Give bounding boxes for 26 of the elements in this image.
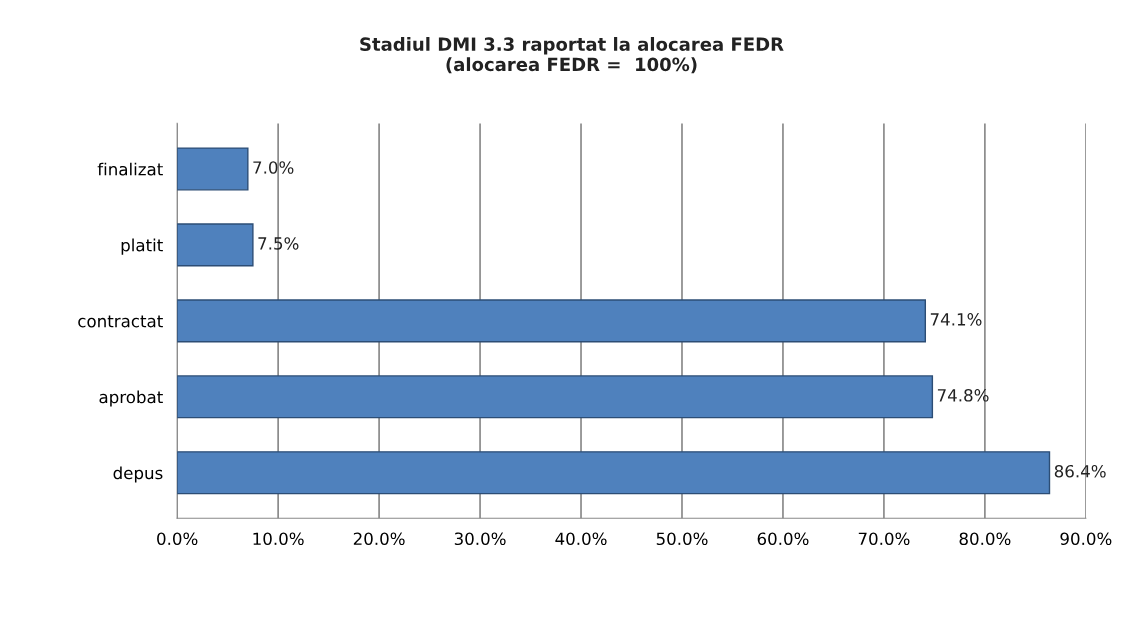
x-tick-label: 80.0% — [959, 532, 1011, 546]
x-tick-label: 60.0% — [757, 532, 809, 546]
x-tick-label: 30.0% — [454, 532, 506, 546]
x-tick-label: 70.0% — [858, 532, 910, 546]
x-tick-label: 10.0% — [253, 532, 304, 546]
x-tick-label: 90.0% — [1060, 532, 1112, 546]
data-label: 7.5% — [258, 237, 299, 250]
chart-title: Stadiul DMI 3.3 raportat la alocarea FEDR (alocarea FEDR = 100%) — [360, 37, 784, 74]
x-tick-label: 40.0% — [555, 532, 607, 546]
data-label: 7.0% — [253, 161, 294, 174]
y-tick-label: platit — [121, 238, 163, 255]
y-tick-label: finalizat — [97, 162, 163, 176]
y-tick-label: depus — [113, 466, 163, 483]
bar — [177, 451, 1051, 495]
data-label: 74.8% — [937, 389, 989, 402]
bar — [177, 223, 254, 267]
x-tick-label: 50.0% — [656, 532, 708, 546]
data-label: 74.1% — [930, 313, 982, 326]
x-tick-label: 20.0% — [353, 532, 405, 546]
y-tick-label: contractat — [78, 315, 163, 328]
data-label: 86.4% — [1054, 464, 1106, 478]
x-tick-label: 0.0% — [157, 532, 198, 546]
bar — [177, 147, 249, 191]
bar — [177, 375, 934, 419]
bar — [177, 299, 927, 343]
y-tick-label: aprobat — [99, 390, 163, 407]
